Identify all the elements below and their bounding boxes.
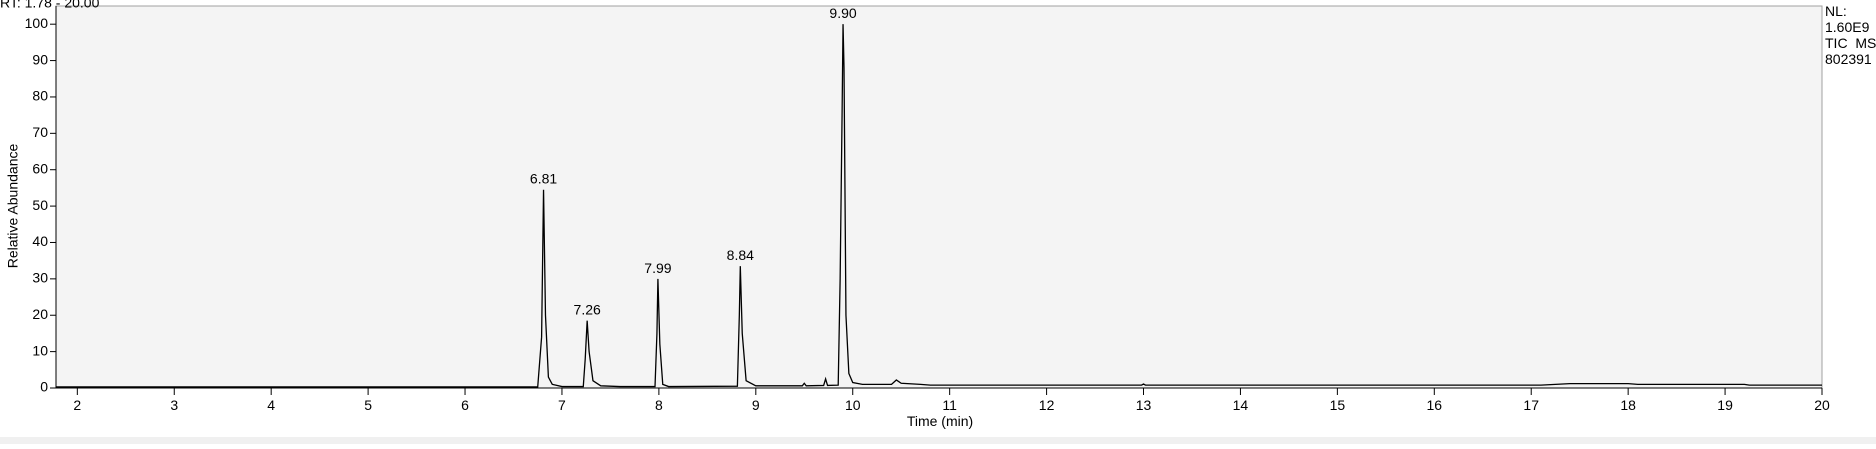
x-tick-label: 3 — [170, 397, 178, 413]
y-tick-label: 10 — [32, 342, 48, 358]
trace-info: 1.60E9 — [1825, 19, 1870, 35]
x-tick-label: 5 — [364, 397, 372, 413]
bottom-strip — [0, 437, 1876, 444]
y-tick-label: 20 — [32, 306, 48, 322]
chart-title: RT: 1.78 - 20.00 — [0, 0, 100, 11]
peak-label: 7.99 — [644, 260, 671, 276]
x-tick-label: 16 — [1427, 397, 1443, 413]
y-tick-label: 30 — [32, 270, 48, 286]
x-tick-label: 7 — [558, 397, 566, 413]
peak-label: 8.84 — [727, 247, 754, 263]
y-tick-label: 60 — [32, 160, 48, 176]
x-axis-title: Time (min) — [907, 413, 973, 429]
x-tick-label: 19 — [1717, 397, 1733, 413]
y-tick-label: 50 — [32, 197, 48, 213]
x-tick-label: 6 — [461, 397, 469, 413]
y-tick-label: 70 — [32, 124, 48, 140]
peak-label: 7.26 — [574, 302, 601, 318]
y-tick-label: 90 — [32, 51, 48, 67]
y-axis-title: Relative Abundance — [5, 144, 21, 269]
trace-info: NL: — [1825, 3, 1847, 19]
peak-label: 6.81 — [530, 171, 557, 187]
x-tick-label: 8 — [655, 397, 663, 413]
x-tick-label: 13 — [1136, 397, 1152, 413]
x-tick-label: 15 — [1330, 397, 1346, 413]
trace-info: 802391 — [1825, 51, 1872, 67]
trace-info: TIC MS — [1825, 35, 1876, 51]
x-tick-label: 9 — [752, 397, 760, 413]
trace — [56, 24, 1822, 388]
y-tick-label: 40 — [32, 233, 48, 249]
y-tick-label: 80 — [32, 88, 48, 104]
x-tick-label: 20 — [1814, 397, 1830, 413]
x-tick-label: 12 — [1039, 397, 1055, 413]
x-tick-label: 17 — [1523, 397, 1539, 413]
y-tick-label: 0 — [40, 379, 48, 395]
x-tick-label: 11 — [942, 397, 957, 413]
y-tick-label: 100 — [25, 15, 49, 31]
peak-label: 9.90 — [829, 5, 856, 21]
x-tick-label: 18 — [1620, 397, 1636, 413]
x-tick-label: 4 — [267, 397, 275, 413]
plot-area — [55, 5, 1823, 389]
x-tick-label: 10 — [845, 397, 861, 413]
x-tick-label: 2 — [73, 397, 81, 413]
x-tick-label: 14 — [1233, 397, 1249, 413]
